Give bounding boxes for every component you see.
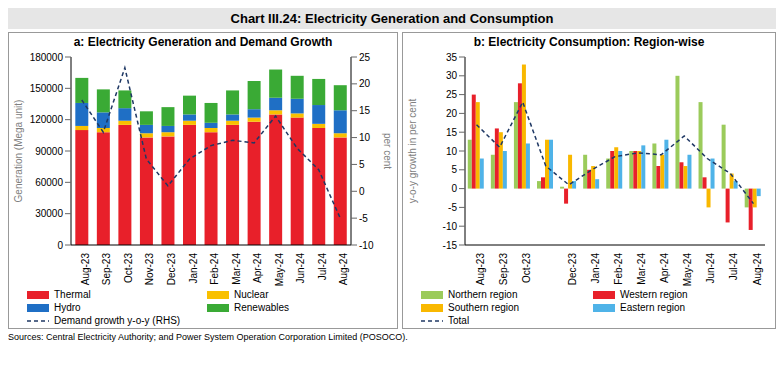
svg-text:15: 15 <box>446 127 458 138</box>
svg-text:May-24: May-24 <box>682 253 693 287</box>
svg-text:Aug-24: Aug-24 <box>752 253 763 286</box>
svg-text:20: 20 <box>359 78 371 89</box>
svg-text:0: 0 <box>359 186 365 197</box>
svg-text:-5: -5 <box>448 202 457 213</box>
svg-text:Apr-24: Apr-24 <box>659 253 670 283</box>
svg-text:Jan-24: Jan-24 <box>590 253 601 284</box>
svg-text:Dec-23: Dec-23 <box>567 253 578 286</box>
svg-text:5: 5 <box>359 159 365 170</box>
html-text:Total: Total <box>448 315 470 326</box>
svg-text:60000: 60000 <box>35 177 63 188</box>
svg-text:Jan-24: Jan-24 <box>188 253 199 284</box>
svg-text:Aug-23: Aug-23 <box>80 253 91 286</box>
html-text:Northern region: Northern region <box>448 289 518 300</box>
html-text:Hydro: Hydro <box>54 302 81 313</box>
svg-text:-5: -5 <box>359 213 368 224</box>
svg-text:Apr-24: Apr-24 <box>252 253 263 283</box>
svg-text:Mar-24: Mar-24 <box>231 253 242 285</box>
html-text:b: Electricity Consumption: Re: b: Electricity Consumption: Region-wise <box>473 35 705 49</box>
html-text:Western region: Western region <box>620 289 688 300</box>
html-text:a: Electricity Generation and: a: Electricity Generation and Demand Gro… <box>73 35 333 49</box>
svg-text:Jul-24: Jul-24 <box>317 253 328 281</box>
svg-text:-15: -15 <box>443 240 458 251</box>
svg-text:35: 35 <box>446 52 458 63</box>
svg-text:Aug-24: Aug-24 <box>338 253 349 286</box>
svg-text:90000: 90000 <box>35 146 63 157</box>
svg-text:120000: 120000 <box>30 114 64 125</box>
svg-text:150000: 150000 <box>30 83 64 94</box>
svg-text:10: 10 <box>359 132 371 143</box>
svg-text:Sep-23: Sep-23 <box>498 253 509 286</box>
svg-text:Jun-24: Jun-24 <box>295 253 306 284</box>
svg-text:Feb-24: Feb-24 <box>209 253 220 285</box>
html-text:Southern region: Southern region <box>448 302 520 313</box>
svg-text:25: 25 <box>446 89 458 100</box>
svg-text:Sep-23: Sep-23 <box>101 253 112 286</box>
svg-text:Jul-24: Jul-24 <box>728 253 739 281</box>
html-text:Renewables: Renewables <box>234 302 289 313</box>
svg-text:30: 30 <box>446 70 458 81</box>
svg-text:25: 25 <box>359 52 371 63</box>
svg-text:15: 15 <box>359 105 371 116</box>
svg-text:Oct-23: Oct-23 <box>521 253 532 283</box>
html-text:Chart III.24: Electricity Gene: Chart III.24: Electricity Generation and… <box>230 11 554 26</box>
svg-text:20: 20 <box>446 108 458 119</box>
svg-text:y-o-y growth in per cent: y-o-y growth in per cent <box>407 99 418 204</box>
svg-text:5: 5 <box>451 164 457 175</box>
html-text:Demand growth y-o-y (RHS): Demand growth y-o-y (RHS) <box>54 315 181 326</box>
svg-text:Aug-23: Aug-23 <box>475 253 486 286</box>
svg-text:Generation (Mega unit): Generation (Mega unit) <box>13 100 24 203</box>
svg-text:Jun-24: Jun-24 <box>705 253 716 284</box>
svg-text:per cent: per cent <box>382 133 393 169</box>
svg-text:Nov-23: Nov-23 <box>144 253 155 286</box>
html-text:Nuclear: Nuclear <box>234 289 269 300</box>
svg-text:Dec-23: Dec-23 <box>166 253 177 286</box>
svg-text:0: 0 <box>451 183 457 194</box>
svg-text:180000: 180000 <box>30 52 64 63</box>
svg-text:-10: -10 <box>359 240 374 251</box>
svg-text:0: 0 <box>57 240 63 251</box>
svg-text:Mar-24: Mar-24 <box>636 253 647 285</box>
html-text:Sources: Central Electricity A: Sources: Central Electricity Authority; … <box>8 332 408 342</box>
html-text:Thermal: Thermal <box>54 289 91 300</box>
svg-text:30000: 30000 <box>35 208 63 219</box>
svg-text:-10: -10 <box>443 221 458 232</box>
html-text:Eastern region: Eastern region <box>620 302 685 313</box>
svg-text:Oct-23: Oct-23 <box>123 253 134 283</box>
svg-text:May-24: May-24 <box>274 253 285 287</box>
svg-text:10: 10 <box>446 146 458 157</box>
svg-text:Feb-24: Feb-24 <box>613 253 624 285</box>
